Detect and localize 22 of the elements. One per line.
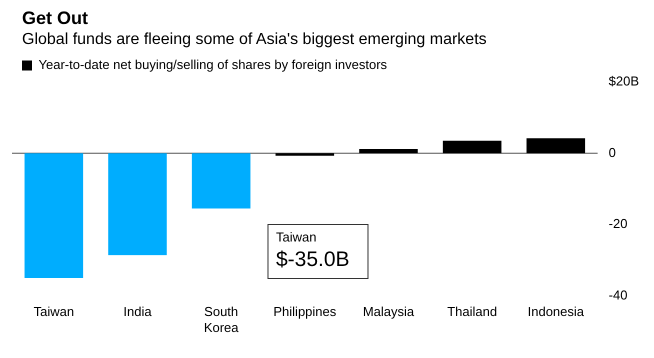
bar: [192, 153, 250, 208]
y-tick-label: $20B: [608, 74, 640, 89]
bar: [276, 153, 334, 156]
x-tick-label: Thailand: [447, 304, 498, 320]
x-tick-label: Taiwan: [34, 304, 74, 320]
bar: [24, 153, 84, 278]
x-tick-label: Indonesia: [528, 304, 585, 320]
bar: [108, 153, 167, 256]
x-tick-label: Malaysia: [362, 304, 415, 320]
chart-subtitle: Global funds are fleeing some of Asia's biggest emerging markets: [22, 31, 488, 49]
bar: [442, 140, 502, 154]
bar: [526, 138, 586, 154]
y-tick-label: -40: [608, 287, 628, 302]
y-tick-label: 0: [608, 144, 616, 160]
annotation: Taiwan $-35.0B: [276, 230, 350, 271]
legend-label: Year-to-date net buying/selling of shares by foreign investors: [38, 57, 388, 72]
bar: [359, 148, 418, 154]
x-tick-label: Philippines: [273, 304, 337, 320]
chart-title: Get Out: [22, 8, 89, 29]
x-tick-label: India: [123, 304, 152, 320]
y-tick-label: -20: [608, 216, 628, 232]
x-tick-label: South Korea: [204, 304, 240, 335]
